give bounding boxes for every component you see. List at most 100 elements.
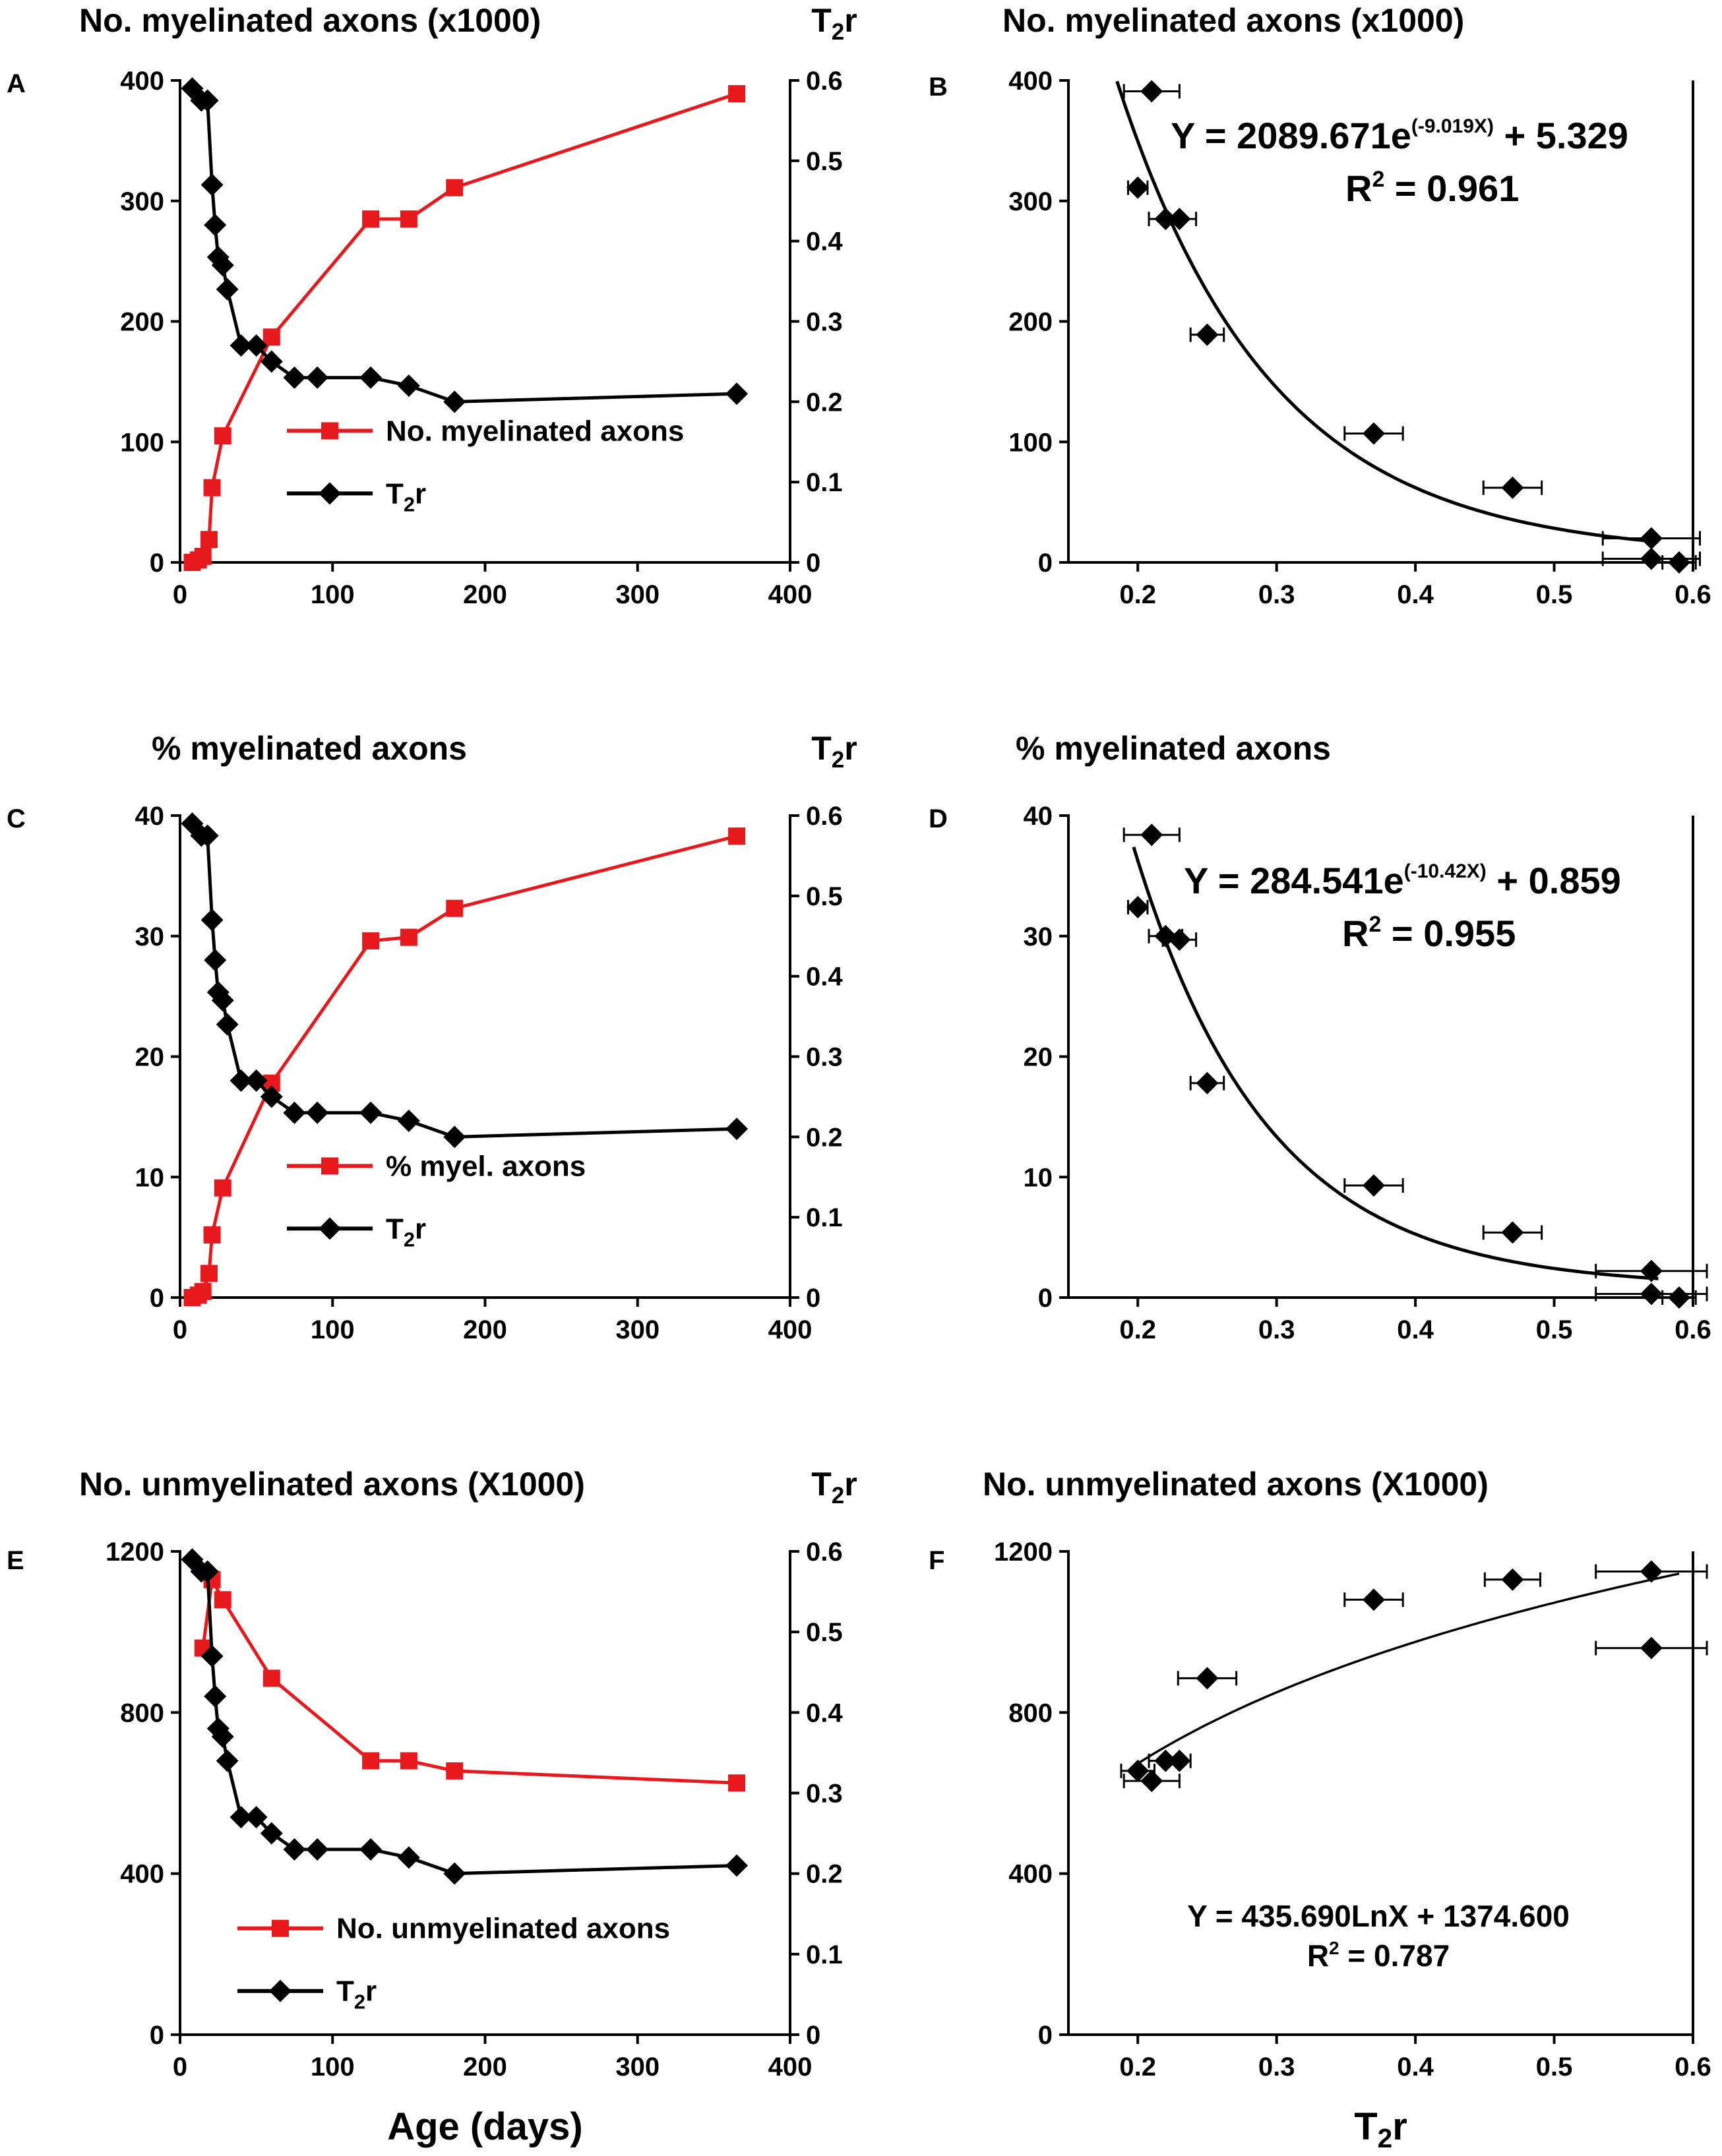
legend-marker-diamond xyxy=(319,1217,341,1240)
equation-text: Y = 2089.671e(-9.019X) + 5.329 xyxy=(1171,115,1628,156)
fit-equation: Y = 284.541e(-10.42X) + 0.859 R2 = 0.955 xyxy=(1184,860,1621,954)
legend-marker-square xyxy=(321,1157,338,1175)
x-tick-label: 0.2 xyxy=(1119,580,1156,609)
y2-tick-label: 0.2 xyxy=(806,1123,843,1152)
data-point-diamond xyxy=(306,1101,329,1124)
y-tick-label: 100 xyxy=(120,428,164,457)
data-point-diamond xyxy=(359,366,383,389)
x-tick-label: 0.6 xyxy=(1675,2052,1711,2081)
data-point-square xyxy=(194,547,212,565)
data-point-diamond xyxy=(1640,527,1663,550)
chart-title: No. unmyelinated axons (X1000) xyxy=(79,1466,585,1503)
equation-prefix: Y = 2089.671e xyxy=(1171,115,1411,156)
x-tick-label: 0 xyxy=(173,580,187,609)
legend-label: T2r xyxy=(386,1213,426,1251)
data-point-diamond xyxy=(230,334,253,357)
chart-title: % myelinated axons xyxy=(152,730,467,767)
y-tick-label: 200 xyxy=(1008,308,1053,337)
y-tick-label: 0 xyxy=(150,1284,164,1313)
panel-e: ENo. unmyelinated axons (X1000) T2r040080… xyxy=(7,1466,857,2148)
y2-tick-label: 0.1 xyxy=(806,1940,843,1969)
equation-exponent: (-9.019X) xyxy=(1411,115,1494,137)
legend: No. unmyelinated axons T2r xyxy=(237,1913,670,2014)
y-tick-label: 300 xyxy=(1008,187,1053,216)
legend-label: T2r xyxy=(336,1975,377,2014)
x-tick-label: 0.3 xyxy=(1258,1315,1295,1344)
y-tick-label: 0 xyxy=(150,549,164,578)
r-squared-text: R2 = 0.955 xyxy=(1342,912,1516,954)
x-tick-label: 0 xyxy=(173,2052,187,2081)
chart-title: No. myelinated axons (x1000) xyxy=(79,2,541,39)
data-point-diamond xyxy=(200,909,224,932)
right-axis-title: T2r xyxy=(811,730,857,773)
data-point-square xyxy=(262,328,280,346)
x-tick-label: 100 xyxy=(311,580,355,609)
y-tick-label: 20 xyxy=(135,1043,165,1072)
data-point-diamond xyxy=(216,278,239,301)
y-tick-label: 20 xyxy=(1024,1043,1053,1072)
data-point-diamond xyxy=(1640,1259,1663,1282)
fit-equation: Y = 435.690LnX + 1374.600 R2 = 0.787 xyxy=(1187,1899,1570,1973)
data-point-diamond xyxy=(1168,928,1191,951)
x-tick-label: 300 xyxy=(615,1315,660,1344)
data-point-diamond xyxy=(1362,422,1385,445)
chart-title: No. unmyelinated axons (X1000) xyxy=(983,1466,1489,1503)
data-point-square xyxy=(362,210,380,228)
y-tick-label: 0 xyxy=(1038,2021,1053,2050)
right-axis-title: T2r xyxy=(811,1466,857,1509)
data-point-diamond xyxy=(196,89,219,112)
data-point-diamond xyxy=(204,1685,227,1708)
data-point-diamond xyxy=(1640,547,1663,570)
r-squared-label: R xyxy=(1307,1938,1329,1973)
data-point-diamond xyxy=(260,1822,283,1845)
series-black xyxy=(181,1548,749,1885)
data-point-diamond xyxy=(1667,551,1690,574)
data-point-square xyxy=(200,1265,218,1282)
right-axis-title: T2r xyxy=(811,2,857,45)
scatter-points xyxy=(1122,823,1708,1309)
data-point-diamond xyxy=(443,1862,466,1885)
legend: % myel. axons T2r xyxy=(287,1150,586,1251)
axes xyxy=(179,814,791,1299)
fit-curve xyxy=(1132,846,1659,1280)
data-point-diamond xyxy=(725,382,749,405)
panel-d: D % myelinated axons 0 10 20 30 40 0.2 0.3 0.4 0.5… xyxy=(929,730,1711,1344)
data-point-diamond xyxy=(200,173,224,196)
data-point-square xyxy=(400,928,417,946)
data-point-diamond xyxy=(204,949,227,972)
data-point-square xyxy=(446,899,464,917)
y-tick-label: 0 xyxy=(150,2021,164,2050)
panel-label: D xyxy=(929,804,948,833)
legend-marker-diamond xyxy=(319,482,341,505)
data-point-diamond xyxy=(283,1838,306,1861)
data-point-diamond xyxy=(196,1560,219,1583)
y-tick-label: 10 xyxy=(1024,1163,1053,1192)
x-tick-label: 100 xyxy=(311,1315,355,1344)
fit-curve xyxy=(1115,80,1659,544)
data-point-diamond xyxy=(245,334,268,357)
equation-suffix: + 0.859 xyxy=(1487,860,1621,901)
data-point-square xyxy=(203,1226,221,1243)
data-point-diamond xyxy=(1126,176,1150,199)
data-point-diamond xyxy=(1362,1588,1385,1611)
x-tick-label: 300 xyxy=(615,2052,660,2081)
data-point-square xyxy=(262,1669,280,1687)
y2-tick-label: 0.5 xyxy=(806,147,843,176)
legend-marker-diamond xyxy=(269,1979,292,2002)
equation-suffix: + 5.329 xyxy=(1494,115,1628,156)
data-point-diamond xyxy=(1140,80,1163,103)
y-tick-label: 400 xyxy=(1008,67,1053,96)
r-squared-label: R xyxy=(1342,913,1368,954)
data-point-square xyxy=(728,1774,746,1792)
data-point-diamond xyxy=(1640,1560,1663,1583)
data-point-diamond xyxy=(1140,823,1163,847)
legend-marker-square xyxy=(272,1919,289,1937)
data-point-square xyxy=(728,827,746,845)
y2-tick-label: 0.3 xyxy=(806,308,843,337)
y2-tick-label: 0.1 xyxy=(806,468,843,497)
panel-b: B No. myelinated axons (x1000) 0 100 200 300 4… xyxy=(929,2,1711,609)
data-point-diamond xyxy=(200,1644,224,1667)
y2-tick-label: 0.4 xyxy=(806,963,843,992)
data-point-diamond xyxy=(211,989,234,1012)
data-point-diamond xyxy=(1196,323,1219,346)
